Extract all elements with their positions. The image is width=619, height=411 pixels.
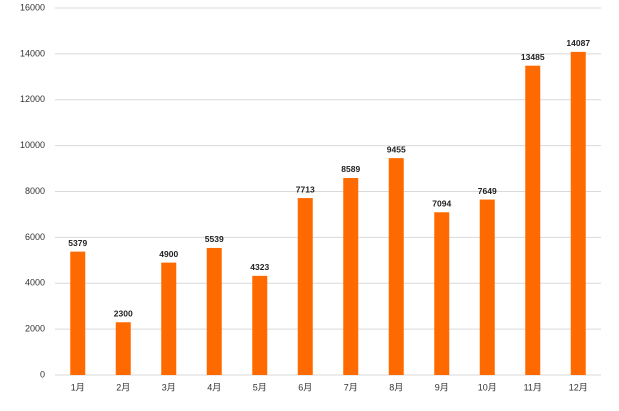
data-label: 4900 [159, 249, 178, 259]
x-tick-label: 7月 [344, 382, 358, 392]
bar [343, 177, 359, 375]
y-tick-label: 4000 [25, 278, 45, 288]
data-label: 7649 [478, 186, 497, 196]
bar [161, 262, 177, 375]
data-label: 13485 [521, 52, 545, 62]
data-label: 14087 [566, 38, 590, 48]
x-tick-label: 5月 [253, 382, 267, 392]
x-tick-label: 4月 [207, 382, 221, 392]
bar [388, 158, 404, 375]
data-label: 7713 [296, 184, 315, 194]
bar [252, 275, 268, 375]
bar [70, 251, 86, 375]
data-label: 2300 [114, 308, 133, 318]
y-tick-label: 2000 [25, 324, 45, 334]
x-tick-label: 8月 [389, 382, 403, 392]
y-tick-label: 10000 [20, 140, 45, 150]
y-tick-label: 8000 [25, 186, 45, 196]
y-tick-label: 14000 [20, 48, 45, 58]
y-tick-label: 12000 [20, 94, 45, 104]
bar [297, 198, 313, 375]
data-label: 5379 [68, 238, 87, 248]
bar [434, 212, 450, 375]
y-tick-label: 16000 [20, 2, 45, 12]
x-tick-label: 12月 [569, 382, 588, 392]
data-label: 8589 [341, 164, 360, 174]
x-tick-label: 3月 [162, 382, 176, 392]
data-label: 9455 [387, 144, 406, 154]
bar [525, 65, 541, 376]
x-tick-label: 10月 [478, 382, 497, 392]
x-tick-label: 1月 [71, 382, 85, 392]
x-tick-label: 2月 [116, 382, 130, 392]
y-tick-label: 6000 [25, 232, 45, 242]
bar [206, 247, 222, 375]
x-tick-label: 6月 [298, 382, 312, 392]
y-tick-label: 0 [40, 369, 45, 379]
x-tick-label: 11月 [524, 382, 542, 392]
bar [115, 322, 131, 375]
bar [479, 199, 495, 375]
bar [570, 51, 586, 376]
data-label: 4323 [250, 262, 269, 272]
x-tick-label: 9月 [435, 382, 449, 392]
data-label: 7094 [432, 199, 451, 209]
data-label: 5539 [205, 234, 224, 244]
